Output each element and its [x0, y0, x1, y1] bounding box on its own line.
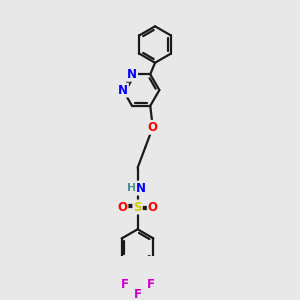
Text: H: H [128, 183, 137, 193]
Text: N: N [118, 84, 128, 97]
Text: O: O [148, 121, 158, 134]
Text: O: O [148, 200, 158, 214]
Text: F: F [147, 278, 155, 291]
Text: O: O [117, 200, 128, 214]
Text: S: S [134, 200, 142, 214]
Text: N: N [127, 68, 137, 81]
Text: N: N [136, 182, 146, 194]
Text: F: F [134, 287, 142, 300]
Text: F: F [120, 278, 128, 291]
